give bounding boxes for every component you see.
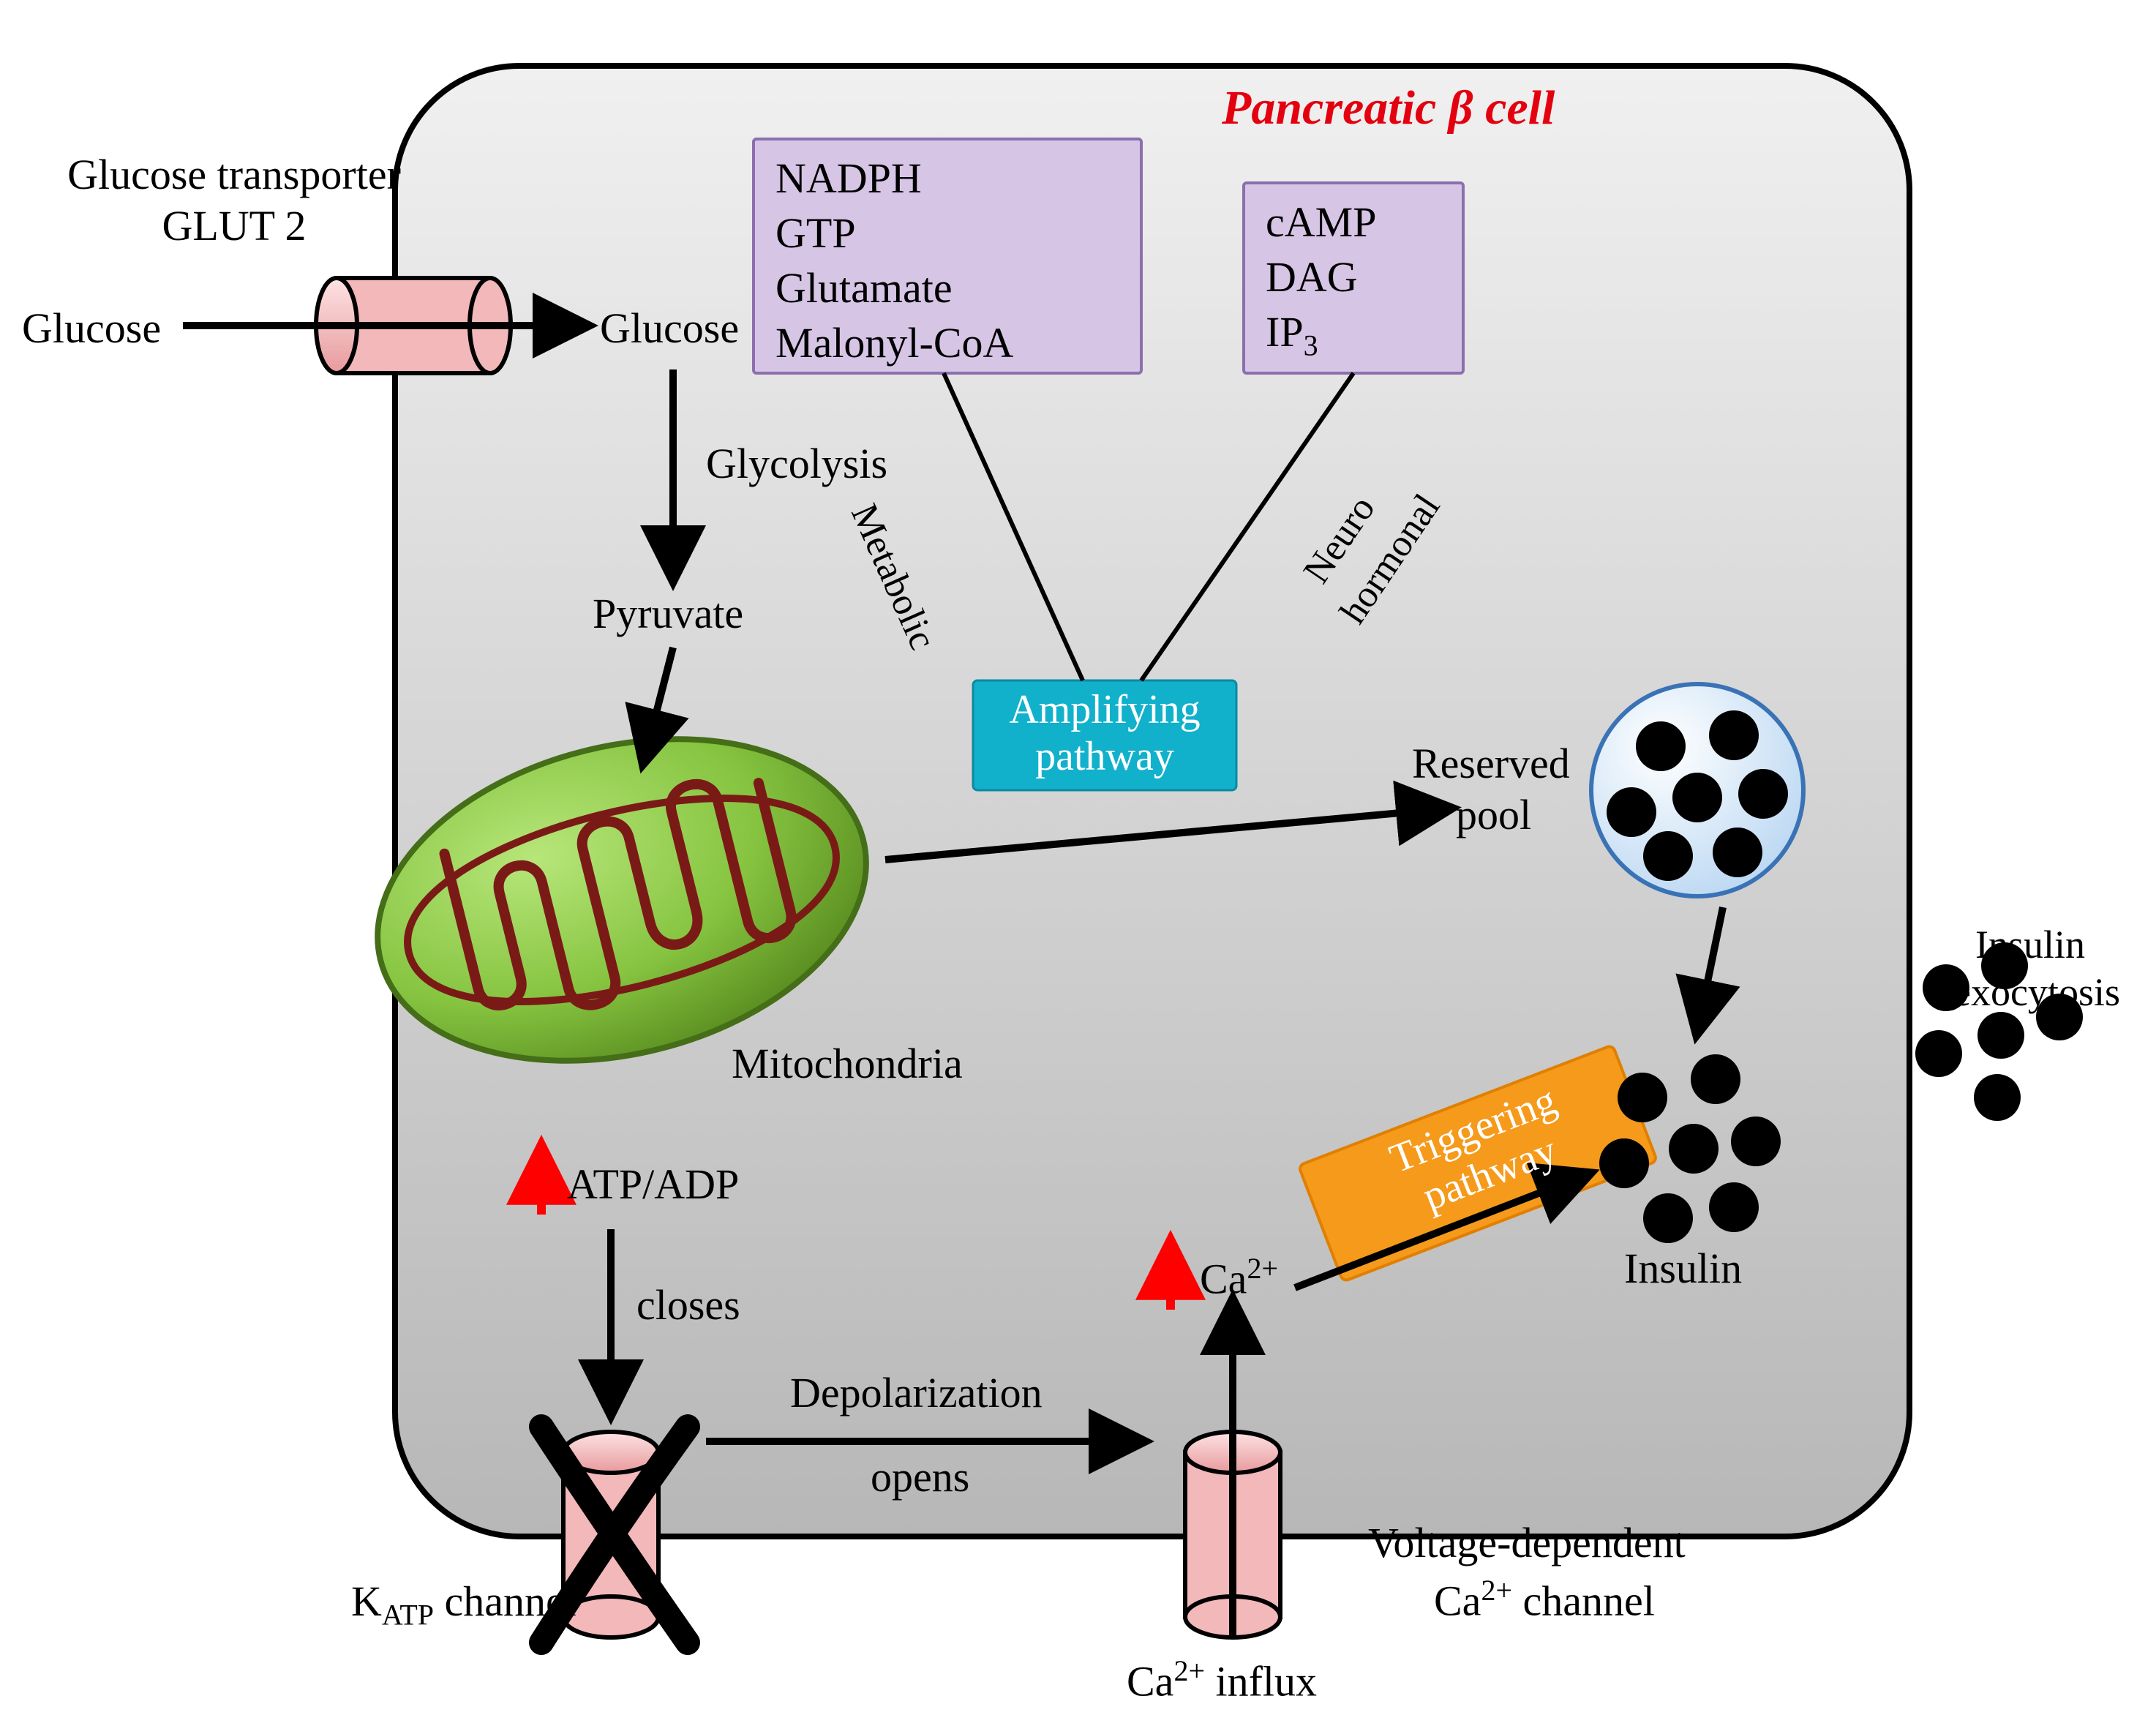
glucose-out-label: Glucose xyxy=(22,304,161,353)
neuro-l2: DAG xyxy=(1266,252,1358,301)
vdc-l1: Voltage-dependent xyxy=(1368,1518,1686,1567)
glut2-label-l1: Glucose transporter xyxy=(44,150,424,199)
katp-label: KATP channel xyxy=(351,1577,576,1632)
ca-influx-label: Ca2+ influx xyxy=(1127,1654,1317,1705)
insulin-label: Insulin xyxy=(1624,1244,1742,1293)
reserved-l2: pool xyxy=(1456,790,1531,839)
ca2-pre: Ca xyxy=(1200,1255,1247,1302)
mitochondria-label: Mitochondria xyxy=(732,1039,963,1088)
ca-influx-sup: 2+ xyxy=(1173,1654,1205,1687)
pyruvate-label: Pyruvate xyxy=(593,589,743,638)
katp-K: K xyxy=(351,1577,382,1625)
ip3-pre: IP xyxy=(1266,308,1304,356)
depol-l2: opens xyxy=(871,1452,969,1501)
diagram-svg xyxy=(0,0,2156,1715)
vdc-l2: Ca2+ channel xyxy=(1434,1573,1655,1625)
insulin-exo-l1: Insulin xyxy=(1975,922,2085,967)
atp-adp-label: ATP/ADP xyxy=(567,1160,739,1209)
metabolic-l2: GTP xyxy=(775,209,856,258)
ca2-label: Ca2+ xyxy=(1200,1251,1278,1303)
katp-sub: ATP xyxy=(382,1599,434,1632)
depol-l1: Depolarization xyxy=(790,1368,1043,1417)
amplifying-label: Amplifying pathway xyxy=(973,686,1236,781)
neuro-l1: cAMP xyxy=(1266,198,1376,247)
vdc-sup: 2+ xyxy=(1481,1574,1512,1607)
glycolysis-label: Glycolysis xyxy=(706,439,887,488)
reserved-l1: Reserved xyxy=(1412,739,1570,788)
closes-label: closes xyxy=(636,1280,740,1329)
vdc-ca: Ca xyxy=(1434,1577,1481,1624)
ca-influx-tail: influx xyxy=(1205,1657,1317,1705)
glut2-label-l2: GLUT 2 xyxy=(44,201,424,250)
reserved-pool-vesicle xyxy=(1591,684,1803,896)
metabolic-l3: Glutamate xyxy=(775,263,953,312)
ca2-sup: 2+ xyxy=(1247,1252,1278,1285)
katp-tail: channel xyxy=(434,1577,576,1625)
glucose-in-label: Glucose xyxy=(600,304,739,353)
ca-influx-pre: Ca xyxy=(1127,1657,1173,1705)
neuro-l3: IP3 xyxy=(1266,307,1318,363)
insulin-exo-l2: exocytosis xyxy=(1953,969,2120,1015)
vdc-tail: channel xyxy=(1512,1577,1655,1624)
metabolic-l1: NADPH xyxy=(775,154,922,203)
ip3-sub: 3 xyxy=(1304,329,1318,362)
metabolic-l4: Malonyl-CoA xyxy=(775,318,1013,367)
cell-title: Pancreatic β cell xyxy=(1222,80,1555,136)
